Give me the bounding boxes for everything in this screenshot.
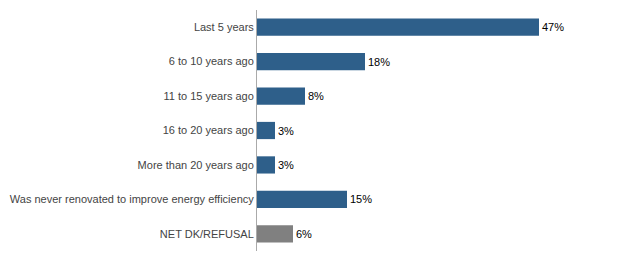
svg-text:6 to 10 years ago: 6 to 10 years ago xyxy=(169,55,254,67)
svg-text:47%: 47% xyxy=(542,21,564,33)
svg-text:8%: 8% xyxy=(308,90,324,102)
svg-text:15%: 15% xyxy=(350,193,372,205)
svg-text:Was never renovated to improve: Was never renovated to improve energy ef… xyxy=(10,193,254,205)
svg-text:NET DK/REFUSAL: NET DK/REFUSAL xyxy=(160,228,254,240)
svg-text:3%: 3% xyxy=(278,159,294,171)
svg-text:More than 20 years ago: More than 20 years ago xyxy=(138,159,254,171)
svg-text:18%: 18% xyxy=(368,56,390,68)
svg-text:6%: 6% xyxy=(296,228,312,240)
svg-text:11 to 15 years ago: 11 to 15 years ago xyxy=(163,90,253,102)
svg-text:3%: 3% xyxy=(278,125,294,137)
svg-text:Last 5 years: Last 5 years xyxy=(194,21,254,33)
svg-text:16 to 20 years ago: 16 to 20 years ago xyxy=(163,124,254,136)
